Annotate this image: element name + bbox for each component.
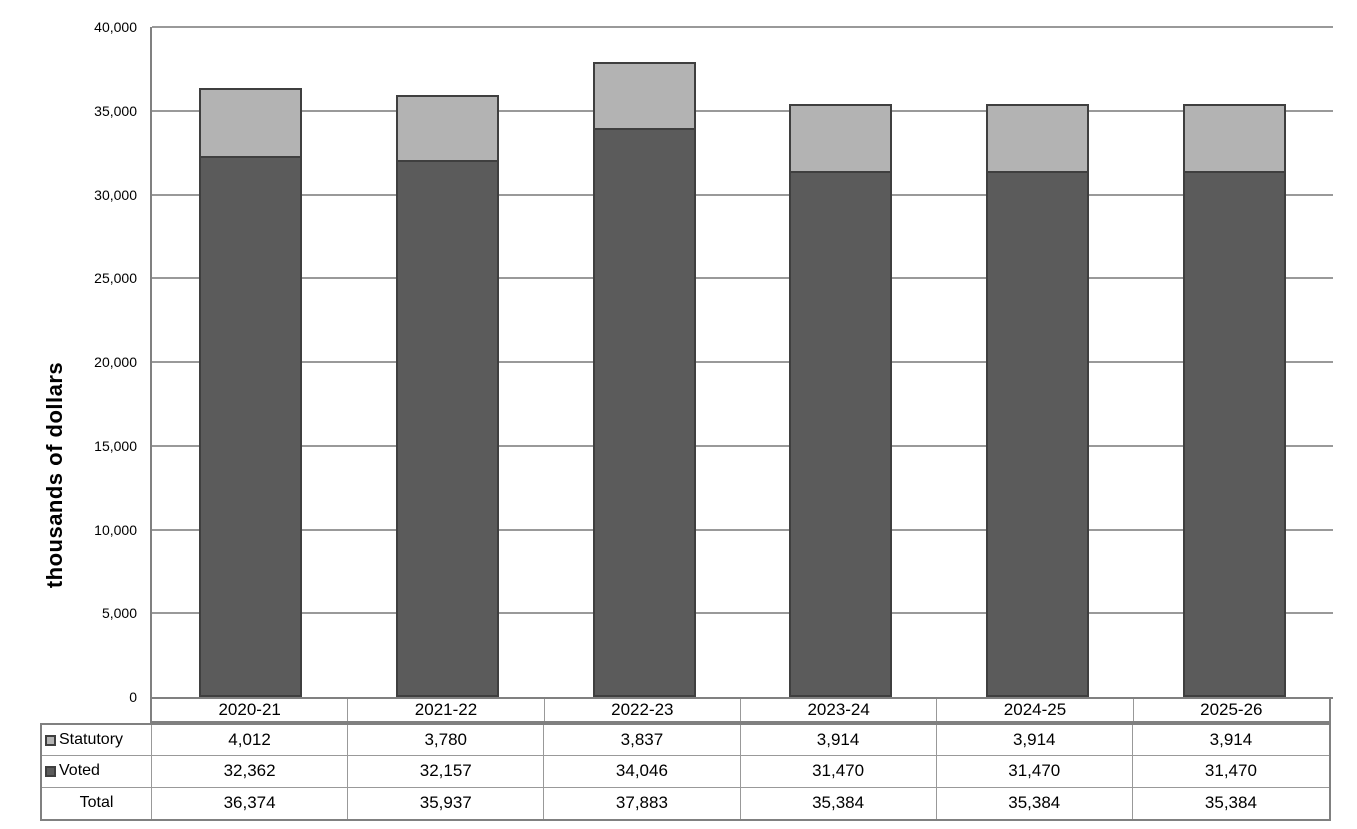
gridline xyxy=(152,277,1333,280)
table-header-cell: 2020-21 xyxy=(152,699,349,721)
bar-segment-statutory-2024-25 xyxy=(988,106,1088,174)
table-cell: 35,384 xyxy=(1204,793,1257,813)
table-cell: 3,914 xyxy=(1132,725,1329,757)
bar-2020-21 xyxy=(198,87,302,697)
row-label-text: Voted xyxy=(59,762,100,780)
y-axis: 40,000 35,000 30,000 25,000 20,000 15,000 10,0… xyxy=(0,19,137,705)
bar-2022-23 xyxy=(592,62,696,697)
plot-area xyxy=(150,26,1333,699)
table-cell: 3,914 xyxy=(936,725,1133,757)
y-axis-tick-label: 35,000 xyxy=(94,102,137,119)
bar-2023-24 xyxy=(789,104,893,697)
table-row-label-total: Total xyxy=(42,787,152,819)
table-cell: 31,470 xyxy=(740,756,937,788)
table-header-cell: 2025-26 xyxy=(1200,700,1263,719)
y-axis-tick-label: 20,000 xyxy=(94,354,137,370)
gridline xyxy=(152,109,1333,112)
table-cell: 32,362 xyxy=(152,756,349,788)
table-cell: 37,883 xyxy=(544,787,741,819)
table-cell: 3,837 xyxy=(544,725,741,757)
y-axis-tick-label: 5,000 xyxy=(101,605,137,622)
bar-2025-26 xyxy=(1183,104,1287,697)
bar-2021-22 xyxy=(395,95,499,697)
y-axis-tick-label: 15,000 xyxy=(94,437,137,454)
bar-segment-voted-2023-24 xyxy=(791,173,891,695)
gridline xyxy=(152,26,1333,28)
table-cell: 4,012 xyxy=(152,725,349,757)
y-axis-tick-label: 10,000 xyxy=(94,521,137,538)
gridline xyxy=(152,528,1333,531)
bar-segment-statutory-2020-21 xyxy=(200,89,300,159)
bar-segment-voted-2021-22 xyxy=(397,161,497,695)
bar-segment-statutory-2021-22 xyxy=(397,97,497,162)
bar-2024-25 xyxy=(986,104,1090,697)
table-cell: 34,046 xyxy=(544,756,741,788)
table-cell: 3,780 xyxy=(348,725,545,757)
data-table: Statutory 4,012 3,780 3,837 3,914 3,914 … xyxy=(40,723,1331,821)
y-axis-tick-label: 30,000 xyxy=(94,186,137,203)
row-label-text: Total xyxy=(79,794,114,812)
table-cell: 36,374 xyxy=(152,787,349,819)
bar-segment-statutory-2025-26 xyxy=(1185,106,1285,174)
table-row-label-voted: Voted xyxy=(42,756,152,788)
table-header-row: 2020-21 2021-22 2022-23 2023-24 2024-25 … xyxy=(150,697,1331,723)
table-cell: 35,384 xyxy=(937,787,1133,819)
legend-key-voted-icon xyxy=(45,765,56,777)
table-header-cell: 2024-25 xyxy=(937,699,1134,721)
gridline xyxy=(152,193,1333,196)
bar-segment-voted-2020-21 xyxy=(200,158,300,695)
bar-segment-voted-2025-26 xyxy=(1185,173,1285,695)
table-cell: 3,914 xyxy=(740,725,937,757)
bar-segment-statutory-2022-23 xyxy=(594,64,694,131)
bar-segment-voted-2022-23 xyxy=(594,130,694,695)
table-cell: 35,384 xyxy=(741,787,937,819)
bar-segment-voted-2024-25 xyxy=(988,173,1088,695)
y-axis-tick-label: 25,000 xyxy=(94,270,137,287)
gridline xyxy=(152,361,1333,363)
table-cell: 31,470 xyxy=(936,756,1133,788)
table-cell: 35,937 xyxy=(348,787,545,819)
table-row-label-statutory: Statutory xyxy=(42,725,152,757)
table-cell: 32,157 xyxy=(348,756,545,788)
table-cell: 31,470 xyxy=(1132,756,1329,788)
table-header-cell: 2022-23 xyxy=(545,699,741,721)
row-label-text: Statutory xyxy=(59,731,124,749)
legend-key-statutory-icon xyxy=(45,734,56,746)
gridline xyxy=(152,612,1333,615)
table-header-cell: 2021-22 xyxy=(348,699,545,721)
table-header-cell: 2023-24 xyxy=(741,699,938,721)
gridline xyxy=(152,444,1333,447)
y-axis-tick-label: 0 xyxy=(129,689,137,705)
y-axis-tick-label: 40,000 xyxy=(94,19,137,35)
bar-segment-statutory-2023-24 xyxy=(791,106,891,174)
